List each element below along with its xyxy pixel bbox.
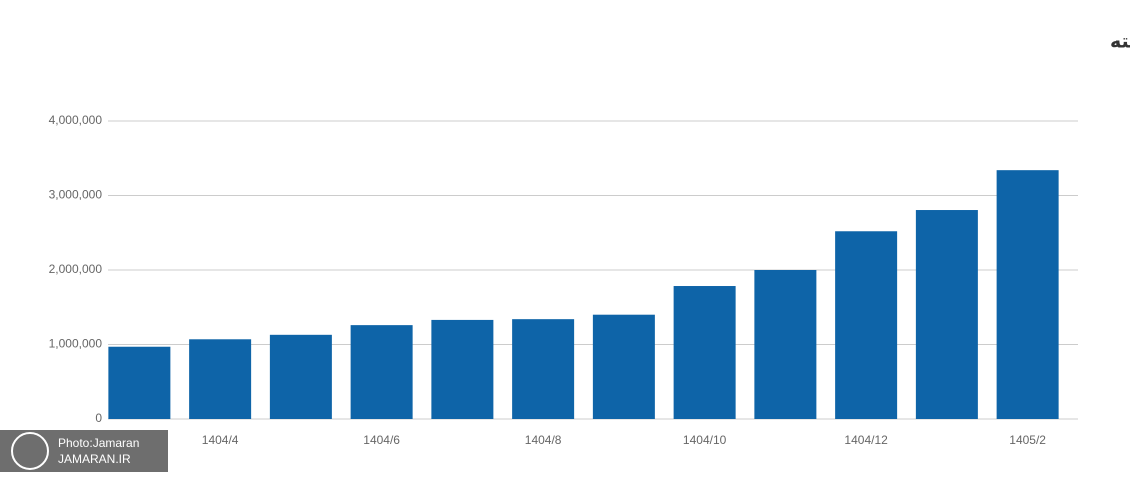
watermark-text: JAMARAN.IR bbox=[58, 452, 131, 466]
bar bbox=[835, 231, 898, 419]
bar bbox=[673, 286, 736, 419]
y-tick-label: 2,000,000 bbox=[49, 262, 103, 276]
bar bbox=[189, 339, 252, 419]
bar bbox=[915, 210, 978, 419]
chart-title: میانگین کلی قیمت مرغ کشتار در ماه های گذ… bbox=[1110, 30, 1130, 53]
bar bbox=[269, 334, 332, 419]
watermark-logo bbox=[11, 432, 49, 470]
x-tick-label: 1404/4 bbox=[202, 433, 239, 447]
x-tick-label: 1404/10 bbox=[683, 433, 727, 447]
watermark-box bbox=[0, 430, 168, 472]
watermark: Photo:Jamaran JAMARAN.IR bbox=[0, 430, 168, 472]
bar bbox=[431, 319, 494, 419]
watermark-text: Photo:Jamaran bbox=[58, 436, 139, 450]
bar bbox=[350, 325, 413, 419]
x-tick-label: 1404/6 bbox=[363, 433, 400, 447]
bar bbox=[592, 314, 655, 419]
x-tick-label: 1404/12 bbox=[844, 433, 888, 447]
x-tick-label: 1405/2 bbox=[1009, 433, 1046, 447]
bar bbox=[996, 170, 1059, 419]
y-tick-label: 4,000,000 bbox=[49, 113, 103, 127]
bar bbox=[108, 346, 171, 419]
bar bbox=[512, 319, 575, 419]
y-tick-label: 1,000,000 bbox=[49, 337, 103, 351]
bar bbox=[754, 270, 817, 419]
y-tick-label: 3,000,000 bbox=[49, 188, 103, 202]
y-tick-label: 0 bbox=[95, 411, 102, 425]
x-tick-label: 1404/8 bbox=[525, 433, 562, 447]
